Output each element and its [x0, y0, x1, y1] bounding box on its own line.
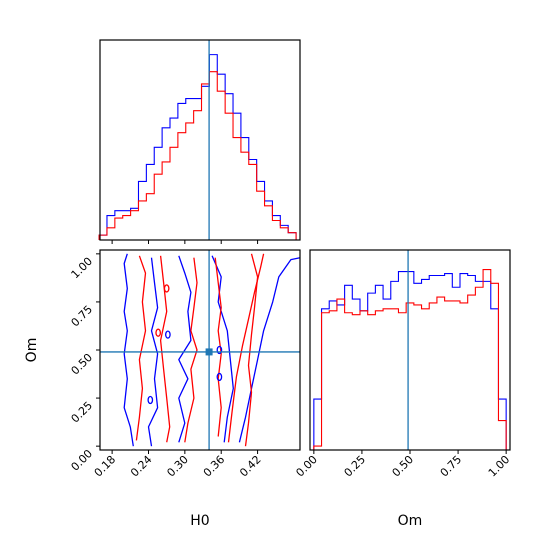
hist-om-series-series_b: [313, 269, 507, 450]
contour-series_a-2: [178, 255, 192, 443]
hist-om-panel: 0.00 0.25 0.50 0.75 1.00 Om: [293, 249, 513, 529]
contour-series_b-5: [135, 255, 147, 441]
contour-island-4: [216, 345, 223, 355]
om-ytick-label-3: 0.75: [69, 303, 96, 330]
truth-marker: [205, 348, 213, 356]
contour-series_a-3: [238, 257, 301, 443]
h0-xtick-label-4: 0.42: [237, 453, 264, 480]
h0-xtick-label-1: 0.24: [128, 453, 155, 480]
h0-xtick-label-0: 0.18: [92, 453, 119, 480]
om-xtick-label-2: 0.50: [390, 453, 417, 480]
hist-om-frame: [309, 249, 511, 451]
hist-h0-series-series_a: [98, 54, 297, 240]
scatter-frame: [99, 249, 301, 451]
y-axis-label-om: Om: [24, 338, 40, 363]
om-ytick-label-2: 0.50: [69, 351, 96, 378]
contour-series_b-10: [227, 253, 265, 443]
contour-series_a-1: [147, 257, 159, 447]
hist-h0-panel: [98, 39, 301, 244]
contour-island-2: [165, 330, 171, 339]
om-ytick-label-1: 0.25: [69, 399, 96, 426]
contour-series_b-8: [214, 257, 222, 437]
om-xtick-label-4: 1.00: [486, 453, 513, 480]
hist-h0-series-series_b: [98, 71, 297, 240]
hist-h0-frame: [99, 39, 301, 241]
x-axis-label-om: Om: [398, 513, 423, 529]
contour-island-5: [216, 372, 223, 382]
x-axis-label-h0: H0: [190, 513, 209, 529]
contour-series_b-9: [244, 253, 259, 447]
contour-series_b-7: [184, 257, 198, 443]
contour-island-3: [147, 395, 154, 405]
scatter-panel: 0.18 0.24 0.30 0.36 0.42 0.000.250.500.751.0…: [24, 249, 301, 529]
contour-island-0: [155, 328, 162, 337]
h0-xtick-label-3: 0.36: [201, 453, 228, 480]
contour-series_b-6: [159, 255, 171, 443]
hist-om-series-series_a: [313, 271, 507, 450]
om-xtick-label-3: 0.75: [438, 453, 465, 480]
h0-xtick-label-2: 0.30: [164, 453, 191, 480]
contour-series_a-4: [211, 255, 234, 443]
om-ytick-label-4: 1.00: [69, 255, 96, 282]
contour-series_a-0: [123, 253, 134, 447]
om-xtick-label-0: 0.00: [293, 453, 320, 480]
contour-island-1: [163, 284, 170, 293]
om-xtick-label-1: 0.25: [342, 453, 369, 480]
